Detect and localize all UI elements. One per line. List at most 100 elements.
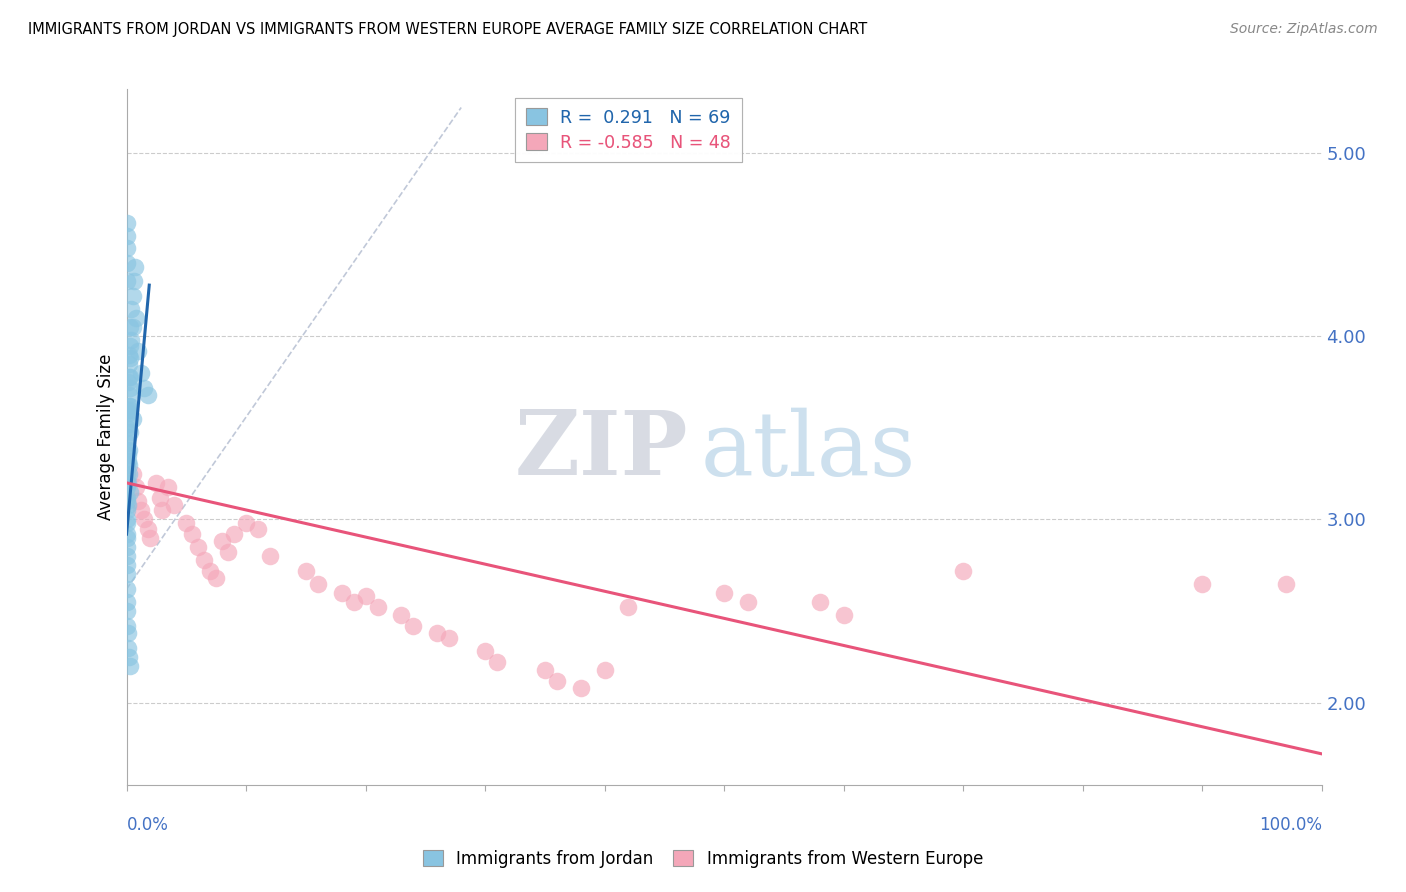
Point xyxy=(139,531,162,545)
Point xyxy=(121,320,143,334)
Point xyxy=(439,632,461,646)
Point xyxy=(129,366,152,380)
Point xyxy=(118,649,141,664)
Point xyxy=(121,411,143,425)
Point xyxy=(149,491,172,505)
Point xyxy=(486,655,509,669)
Point xyxy=(235,516,257,530)
Point xyxy=(117,475,139,490)
Point xyxy=(211,534,233,549)
Point xyxy=(129,503,152,517)
Point xyxy=(136,388,159,402)
Point xyxy=(118,485,141,500)
Point xyxy=(115,516,138,530)
Point xyxy=(115,479,138,493)
Point xyxy=(117,402,139,417)
Point xyxy=(120,301,142,316)
Point xyxy=(117,618,139,632)
Point xyxy=(307,576,329,591)
Point xyxy=(115,503,138,517)
Point xyxy=(1191,576,1213,591)
Point xyxy=(115,527,138,541)
Point xyxy=(294,564,316,578)
Point xyxy=(122,275,145,289)
Point xyxy=(121,467,143,481)
Text: ZIP: ZIP xyxy=(515,408,688,494)
Point xyxy=(118,442,141,457)
Point xyxy=(115,216,138,230)
Point xyxy=(125,311,148,326)
Point xyxy=(117,454,139,468)
Point xyxy=(593,663,616,677)
Point xyxy=(115,558,138,573)
Point xyxy=(150,503,174,517)
Point xyxy=(120,351,142,366)
Point xyxy=(546,673,568,688)
Point xyxy=(474,644,496,658)
Point xyxy=(187,540,209,554)
Legend: R =  0.291   N = 69, R = -0.585   N = 48: R = 0.291 N = 69, R = -0.585 N = 48 xyxy=(516,98,741,162)
Point xyxy=(952,564,974,578)
Point xyxy=(118,417,141,432)
Point xyxy=(402,618,425,632)
Point xyxy=(118,338,141,352)
Point xyxy=(247,522,270,536)
Point xyxy=(163,498,186,512)
Point xyxy=(118,425,141,439)
Point xyxy=(354,590,377,604)
Point xyxy=(120,320,142,334)
Point xyxy=(737,595,759,609)
Point xyxy=(117,435,139,450)
Point xyxy=(193,553,215,567)
Point xyxy=(200,564,222,578)
Point xyxy=(117,228,139,243)
Point xyxy=(391,607,413,622)
Point xyxy=(330,585,353,599)
Point xyxy=(115,540,138,554)
Point xyxy=(115,595,138,609)
Point xyxy=(124,260,146,274)
Point xyxy=(121,289,143,303)
Point xyxy=(117,640,139,655)
Point xyxy=(117,604,139,618)
Point xyxy=(118,399,141,413)
Point xyxy=(808,595,831,609)
Legend: Immigrants from Jordan, Immigrants from Western Europe: Immigrants from Jordan, Immigrants from … xyxy=(416,844,990,875)
Point xyxy=(115,582,138,596)
Point xyxy=(117,498,139,512)
Point xyxy=(134,512,156,526)
Point xyxy=(115,442,138,457)
Point xyxy=(217,545,239,559)
Point xyxy=(127,494,149,508)
Point xyxy=(617,600,640,615)
Point xyxy=(115,567,138,582)
Point xyxy=(120,333,142,347)
Y-axis label: Average Family Size: Average Family Size xyxy=(97,354,115,520)
Point xyxy=(118,388,141,402)
Point xyxy=(117,458,139,472)
Text: Source: ZipAtlas.com: Source: ZipAtlas.com xyxy=(1230,22,1378,37)
Point xyxy=(426,626,449,640)
Text: IMMIGRANTS FROM JORDAN VS IMMIGRANTS FROM WESTERN EUROPE AVERAGE FAMILY SIZE COR: IMMIGRANTS FROM JORDAN VS IMMIGRANTS FRO… xyxy=(28,22,868,37)
Point xyxy=(115,256,138,270)
Point xyxy=(134,381,156,395)
Point xyxy=(115,549,138,563)
Point xyxy=(115,242,138,256)
Text: 0.0%: 0.0% xyxy=(127,816,169,834)
Point xyxy=(115,491,138,505)
Point xyxy=(117,430,139,444)
Point xyxy=(533,663,555,677)
Point xyxy=(713,585,735,599)
Point xyxy=(174,516,197,530)
Point xyxy=(117,449,139,463)
Point xyxy=(117,406,139,420)
Text: 100.0%: 100.0% xyxy=(1258,816,1322,834)
Point xyxy=(115,467,138,481)
Point xyxy=(136,522,159,536)
Point xyxy=(832,607,855,622)
Point xyxy=(117,475,139,490)
Point xyxy=(145,475,167,490)
Point xyxy=(118,348,141,362)
Point xyxy=(120,659,142,673)
Point xyxy=(115,421,138,435)
